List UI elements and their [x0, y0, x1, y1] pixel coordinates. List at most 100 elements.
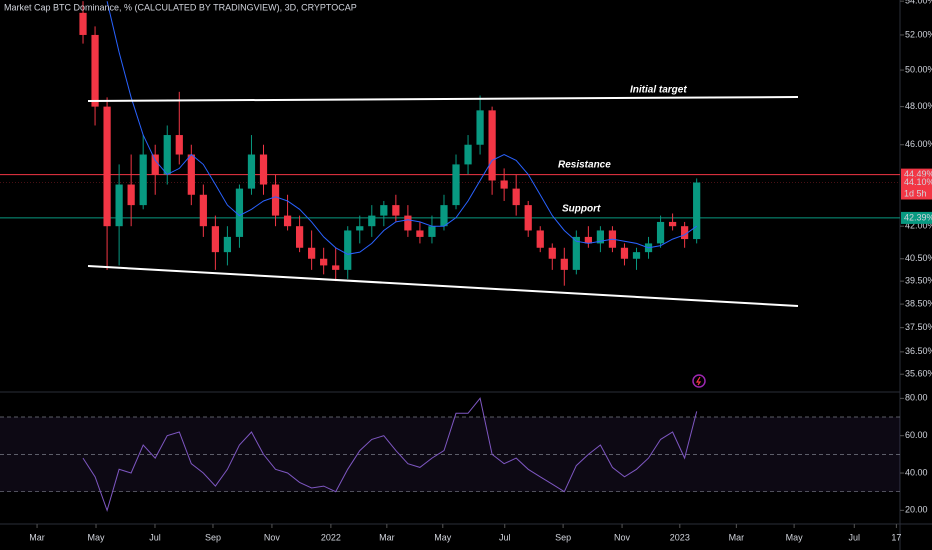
candle-body [512, 188, 520, 206]
candle-body [175, 135, 183, 155]
x-tick-label: Mar [29, 532, 45, 542]
candle-body [103, 106, 111, 227]
candle-body [223, 236, 232, 253]
x-tick-label: 17 [891, 532, 901, 542]
moving-average [106, 1, 697, 255]
annotation: Resistance [558, 160, 611, 171]
candle-body [404, 215, 412, 231]
candle-body [163, 135, 171, 175]
candle-body [464, 144, 472, 165]
candle-body [572, 236, 580, 270]
y-tick-label: 40.50% [905, 253, 932, 263]
candle-body [151, 154, 159, 175]
candle-body [452, 164, 460, 206]
candle-body [596, 230, 605, 244]
x-tick-label: Jul [849, 532, 861, 542]
y-tick-label: 52.00% [905, 29, 932, 39]
y-tick-label: 42.00% [905, 221, 932, 231]
price-tag-label: 42.39% [904, 212, 932, 222]
candle-body [235, 188, 244, 237]
candle-body [368, 215, 376, 227]
x-tick-label: 2023 [670, 532, 690, 542]
candle-body [560, 258, 568, 270]
x-tick-label: Jul [499, 532, 511, 542]
candle-body [536, 230, 544, 248]
candle-body [320, 258, 328, 266]
alert-icon[interactable] [692, 374, 706, 388]
x-tick-label: Jul [149, 532, 161, 542]
y-tick-label: 35.60% [905, 369, 932, 379]
channel-line [87, 265, 799, 307]
candle-body [199, 194, 207, 227]
candle-body [247, 154, 256, 189]
candle-body [115, 184, 123, 227]
y-tick-label: 38.50% [905, 298, 932, 308]
x-tick-label: Sep [205, 532, 221, 542]
y-tick-label: 37.50% [905, 322, 932, 332]
candle-body [308, 247, 316, 259]
x-tick-label: May [786, 532, 804, 542]
annotation: Support [562, 204, 601, 215]
y-tick-label: 46.00% [905, 139, 932, 149]
price-tag-label: 44.10% [904, 177, 932, 187]
countdown: 1d 5h [904, 188, 927, 198]
candle-body [620, 247, 629, 259]
rsi-y-tick-label: 60.00 [905, 430, 928, 440]
y-tick-label: 39.50% [905, 276, 932, 286]
candle-body [91, 34, 99, 107]
y-tick-label: 50.00% [905, 64, 932, 74]
x-tick-label: Nov [264, 532, 281, 542]
candle-body [428, 226, 436, 237]
candle-body [380, 205, 388, 216]
y-tick-label: 48.00% [905, 101, 932, 111]
price-tag [901, 211, 932, 224]
x-tick-label: Mar [729, 532, 745, 542]
x-tick-label: 2022 [321, 532, 341, 542]
price-tag [901, 176, 932, 189]
candle-body [656, 221, 665, 244]
candle-body [681, 226, 689, 240]
candle-body [488, 110, 496, 181]
x-tick-label: Sep [555, 532, 571, 542]
x-tick-label: May [88, 532, 106, 542]
x-tick-label: Nov [614, 532, 631, 542]
x-tick-label: Mar [379, 532, 395, 542]
candle-body [668, 221, 677, 227]
candle-body [283, 215, 292, 227]
rsi-y-tick-label: 80.00 [905, 393, 928, 403]
candle-body [211, 226, 219, 253]
candle-body [440, 205, 448, 227]
candle-body [271, 184, 280, 216]
chart-title: Market Cap BTC Dominance, % (CALCULATED … [4, 2, 357, 12]
candle-body [548, 247, 556, 259]
candle-body [524, 205, 532, 231]
candle-body [259, 154, 268, 185]
candle-body [584, 236, 592, 244]
candle-body [392, 205, 400, 216]
target-line [87, 96, 799, 102]
rsi-line [82, 397, 698, 513]
candle-body [416, 230, 424, 237]
candle-body [344, 230, 352, 270]
candle-body [632, 252, 641, 259]
rsi-y-tick-label: 20.00 [905, 505, 928, 515]
candle-body [187, 154, 195, 195]
candle-body [476, 110, 484, 145]
candle-body [356, 226, 364, 231]
annotation: Initial target [630, 85, 687, 96]
candle-body [139, 154, 147, 206]
y-tick-label: 54.00% [905, 0, 932, 6]
candle-body [500, 180, 508, 189]
candle-body [693, 182, 701, 240]
x-tick-label: May [434, 532, 452, 542]
candle-body [127, 184, 135, 206]
alert-bolt [695, 376, 702, 386]
price-tag-label: 44.49% [904, 169, 932, 179]
candle-body [332, 265, 340, 270]
candle-body [295, 226, 304, 248]
countdown-tag [901, 188, 932, 200]
candle-body [79, 12, 87, 35]
rsi-y-tick-label: 40.00 [905, 467, 928, 477]
